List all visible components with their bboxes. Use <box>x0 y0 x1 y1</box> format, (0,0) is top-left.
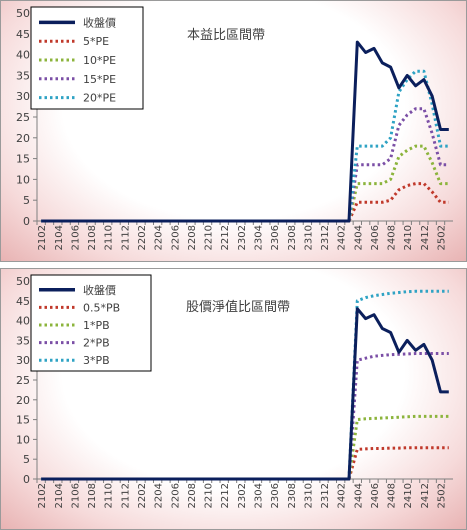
x-tick-label: 2412 <box>420 225 431 250</box>
x-tick-label: 2408 <box>387 483 398 508</box>
y-tick-label: 45 <box>16 28 30 41</box>
x-tick-label: 2306 <box>270 225 281 250</box>
x-tick-label: 2210 <box>204 225 215 250</box>
x-tick-label: 2206 <box>170 483 181 508</box>
y-tick-label: 30 <box>16 90 30 103</box>
x-tick-label: 2208 <box>187 225 198 250</box>
y-tick-label: 25 <box>16 374 30 387</box>
x-tick-label: 2206 <box>170 225 181 250</box>
pe-band-chart-panel: 0 5 10 15 20 25 30 35 40 45 50 2102 2104 2106 2108 2110… <box>0 0 467 262</box>
chart-title: 股價淨值比區間帶 <box>186 299 290 315</box>
y-tick-label: 50 <box>16 275 30 288</box>
x-tick-label: 2210 <box>204 483 215 508</box>
x-tick-label: 2110 <box>104 483 115 508</box>
legend-label-series-band-1: 5*PE <box>83 35 109 48</box>
y-tick-label: 40 <box>16 315 30 328</box>
y-tick-label: 20 <box>16 394 30 407</box>
legend-label-series-close: 收盤價 <box>83 15 116 29</box>
x-tick-label: 2108 <box>87 225 98 250</box>
x-tick-label: 2212 <box>220 483 231 508</box>
x-tick-label: 2110 <box>104 225 115 250</box>
legend-label-series-band-4: 20*PE <box>83 92 116 105</box>
x-tick-label: 2108 <box>87 483 98 508</box>
x-tick-label: 2502 <box>437 483 448 508</box>
x-tick-label: 2306 <box>270 483 281 508</box>
legend-label-series-band-2: 1*PB <box>83 319 110 332</box>
series-band-2-line <box>41 144 449 223</box>
x-tick-label: 2404 <box>353 225 364 250</box>
series-band-1-line <box>41 182 449 223</box>
x-tick-label: 2106 <box>70 483 81 508</box>
y-tick-label: 10 <box>16 433 30 446</box>
series-close-line <box>41 40 449 223</box>
y-tick-label: 5 <box>23 453 30 466</box>
legend-label-series-band-1: 0.5*PB <box>83 301 120 314</box>
x-tick-label: 2102 <box>37 483 48 508</box>
chart-title: 本益比區間帶 <box>187 28 265 43</box>
x-tick-label: 2404 <box>353 483 364 508</box>
x-tick-label: 2312 <box>320 483 331 508</box>
x-tick-label: 2204 <box>154 225 165 250</box>
legend-label-series-band-2: 10*PE <box>83 54 116 67</box>
x-tick-label: 2102 <box>37 225 48 250</box>
pb-band-chart-panel: 0 5 10 15 20 25 30 35 40 45 50 2102 2104 2106 2108 2110… <box>0 268 467 530</box>
x-tick-label: 2308 <box>287 483 298 508</box>
y-tick-label: 15 <box>16 414 30 427</box>
x-tick-label: 2112 <box>120 225 131 250</box>
x-tick-label: 2212 <box>220 225 231 250</box>
x-tick-label: 2202 <box>137 225 148 250</box>
legend-label-series-band-3: 2*PB <box>83 337 110 350</box>
legend-label-series-band-4: 3*PB <box>83 354 110 367</box>
y-tick-label: 30 <box>16 354 30 367</box>
x-tick-label: 2312 <box>320 225 331 250</box>
x-tick-label: 2406 <box>370 225 381 250</box>
y-tick-label: 20 <box>16 132 30 145</box>
x-tick-label: 2308 <box>287 225 298 250</box>
legend-label-series-band-3: 15*PE <box>83 73 116 86</box>
x-tick-label: 2310 <box>303 225 314 250</box>
x-tick-label: 2104 <box>54 483 65 508</box>
y-tick-label: 25 <box>16 111 30 124</box>
series-close-line <box>41 307 449 481</box>
x-tick-label: 2304 <box>253 225 264 250</box>
x-tick-label: 2106 <box>70 225 81 250</box>
x-tick-label: 2406 <box>370 483 381 508</box>
x-tick-label: 2410 <box>403 483 414 508</box>
x-tick-label: 2208 <box>187 483 198 508</box>
y-tick-label: 35 <box>16 334 30 347</box>
pb-band-chart: 0 5 10 15 20 25 30 35 40 45 50 2102 2104 2106 2108 2110… <box>16 274 453 508</box>
series-band-1-line <box>41 446 449 481</box>
x-tick-label: 2402 <box>337 483 348 508</box>
x-tick-label: 2104 <box>54 225 65 250</box>
y-tick-label: 45 <box>16 295 30 308</box>
y-tick-label: 10 <box>16 173 30 186</box>
x-tick-label: 2302 <box>237 225 248 250</box>
y-tick-label: 40 <box>16 49 30 62</box>
y-tick-label: 5 <box>23 194 30 207</box>
series-band-3-line <box>41 107 449 223</box>
x-tick-label: 2304 <box>253 483 264 508</box>
x-tick-label: 2410 <box>403 225 414 250</box>
y-tick-label: 0 <box>23 473 30 486</box>
y-tick-label: 15 <box>16 153 30 166</box>
legend-label-series-close: 收盤價 <box>83 283 116 297</box>
pe-band-chart: 0 5 10 15 20 25 30 35 40 45 50 2102 2104 2106 2108 2110… <box>16 6 453 250</box>
x-tick-label: 2402 <box>337 225 348 250</box>
y-tick-label: 35 <box>16 69 30 82</box>
y-tick-label: 50 <box>16 7 30 20</box>
x-tick-label: 2204 <box>154 483 165 508</box>
x-tick-label: 2202 <box>137 483 148 508</box>
x-tick-label: 2112 <box>120 483 131 508</box>
x-tick-label: 2412 <box>420 483 431 508</box>
y-tick-label: 0 <box>23 215 30 228</box>
x-tick-label: 2302 <box>237 483 248 508</box>
x-tick-label: 2502 <box>437 225 448 250</box>
x-tick-label: 2408 <box>387 225 398 250</box>
x-tick-label: 2310 <box>303 483 314 508</box>
